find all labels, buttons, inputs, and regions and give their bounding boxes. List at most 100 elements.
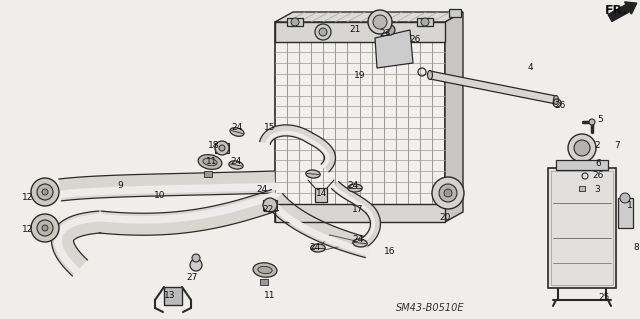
Polygon shape [99, 189, 278, 235]
Bar [556, 160, 608, 170]
Polygon shape [260, 125, 313, 144]
Polygon shape [375, 30, 413, 68]
Text: 24: 24 [353, 235, 364, 244]
Circle shape [31, 178, 59, 206]
Bar [287, 18, 303, 26]
Bar [576, 183, 588, 201]
Text: 26: 26 [410, 35, 420, 44]
Circle shape [319, 28, 327, 36]
Text: 24: 24 [348, 181, 358, 189]
Text: 4: 4 [527, 63, 533, 72]
Ellipse shape [198, 155, 222, 169]
Text: 27: 27 [186, 273, 198, 283]
Text: 24: 24 [309, 243, 321, 253]
Text: SM43-B0510E: SM43-B0510E [396, 303, 464, 313]
Text: 24: 24 [257, 186, 268, 195]
Text: 26: 26 [592, 170, 604, 180]
Text: FR.: FR. [605, 4, 628, 17]
Text: 14: 14 [316, 189, 328, 197]
Text: 3: 3 [594, 186, 600, 195]
Text: 23: 23 [380, 28, 390, 38]
Circle shape [37, 220, 53, 236]
Circle shape [315, 24, 331, 40]
Text: 24: 24 [230, 158, 242, 167]
Polygon shape [362, 207, 380, 246]
Circle shape [620, 193, 630, 203]
FancyArrow shape [608, 2, 637, 21]
Text: 5: 5 [597, 115, 603, 124]
Bar [417, 18, 433, 26]
Text: 12: 12 [22, 194, 34, 203]
Circle shape [219, 145, 225, 151]
Circle shape [291, 18, 299, 26]
Ellipse shape [554, 95, 559, 105]
Bar [275, 204, 445, 222]
Text: 13: 13 [164, 292, 176, 300]
Circle shape [215, 141, 229, 155]
Text: 21: 21 [349, 26, 361, 34]
Circle shape [568, 134, 596, 162]
Bar [215, 143, 229, 153]
Ellipse shape [428, 70, 433, 79]
Bar [263, 200, 277, 210]
Circle shape [368, 10, 392, 34]
Polygon shape [52, 211, 101, 276]
Polygon shape [268, 194, 371, 258]
Circle shape [190, 259, 202, 271]
Polygon shape [332, 182, 374, 213]
Polygon shape [275, 22, 445, 222]
Text: 8: 8 [633, 243, 639, 253]
Circle shape [439, 184, 457, 202]
Bar [315, 188, 327, 202]
Text: 9: 9 [117, 181, 123, 189]
Text: 2: 2 [594, 140, 600, 150]
Text: 10: 10 [154, 190, 166, 199]
Circle shape [263, 198, 277, 212]
Text: 24: 24 [232, 122, 243, 131]
Ellipse shape [353, 239, 367, 247]
Circle shape [444, 189, 452, 197]
Ellipse shape [230, 128, 244, 136]
Bar [551, 171, 613, 285]
Text: 1: 1 [627, 201, 633, 210]
Text: 15: 15 [264, 122, 276, 131]
Polygon shape [275, 12, 463, 22]
Text: 6: 6 [595, 159, 601, 167]
Ellipse shape [258, 266, 272, 274]
Text: 7: 7 [614, 140, 620, 150]
Circle shape [42, 225, 48, 231]
Ellipse shape [311, 244, 325, 252]
Circle shape [589, 119, 595, 125]
Text: 26: 26 [554, 100, 566, 109]
Polygon shape [430, 71, 556, 104]
Circle shape [31, 214, 59, 242]
Circle shape [192, 254, 200, 262]
Bar [579, 186, 585, 191]
Bar [164, 287, 182, 305]
Bar [548, 168, 616, 288]
Text: 25: 25 [598, 293, 610, 302]
Ellipse shape [306, 170, 320, 178]
Text: 20: 20 [439, 213, 451, 222]
Ellipse shape [253, 263, 277, 277]
Text: 17: 17 [352, 205, 364, 214]
Polygon shape [308, 133, 335, 172]
Bar [618, 198, 633, 228]
Text: 11: 11 [206, 158, 218, 167]
Text: 16: 16 [384, 248, 396, 256]
Circle shape [574, 140, 590, 156]
Bar [204, 171, 212, 177]
Bar [275, 22, 445, 42]
Bar [449, 9, 461, 17]
Circle shape [37, 184, 53, 200]
Text: 12: 12 [22, 226, 34, 234]
Ellipse shape [229, 161, 243, 169]
Ellipse shape [348, 184, 362, 192]
Text: 18: 18 [208, 140, 220, 150]
Polygon shape [445, 12, 463, 222]
Text: 22: 22 [262, 205, 274, 214]
Circle shape [432, 177, 464, 209]
Text: 11: 11 [264, 291, 276, 300]
Text: 19: 19 [355, 70, 365, 79]
Circle shape [42, 189, 48, 195]
